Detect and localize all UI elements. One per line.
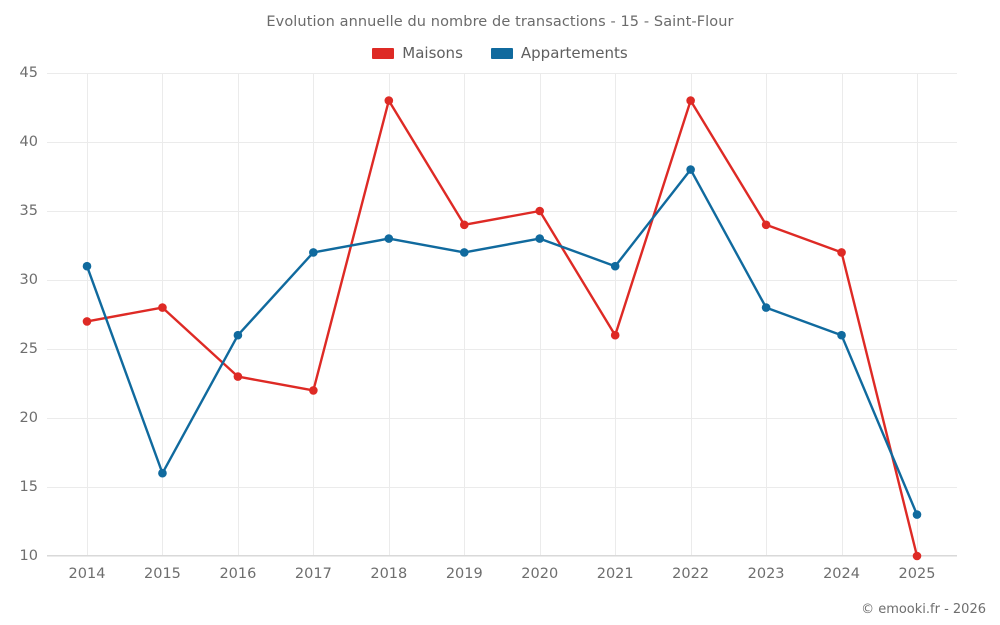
data-point-marker[interactable] <box>82 317 92 326</box>
legend-label-maisons: Maisons <box>402 44 463 62</box>
data-point-marker[interactable] <box>686 165 695 174</box>
gridline-horizontal <box>47 487 957 488</box>
gridline-horizontal <box>47 142 957 143</box>
series-line <box>85 168 919 516</box>
gridline-horizontal <box>47 280 957 281</box>
data-point-marker[interactable] <box>912 510 922 519</box>
x-axis-tick-label: 2024 <box>823 566 860 582</box>
y-axis-tick-label: 25 <box>19 341 38 357</box>
legend-item-appartements[interactable]: Appartements <box>490 44 628 62</box>
legend-item-maisons[interactable]: Maisons <box>372 44 463 62</box>
x-axis-tick-label: 2017 <box>294 566 332 582</box>
legend-swatch-appartements-icon <box>490 47 513 59</box>
gridline-vertical <box>464 73 466 556</box>
y-axis-tick-label: 40 <box>19 134 38 150</box>
data-point-marker[interactable] <box>912 551 922 561</box>
series-lines <box>82 96 922 561</box>
legend-label-appartements: Appartements <box>520 44 628 62</box>
data-point-marker[interactable] <box>384 234 394 243</box>
data-point-marker[interactable] <box>158 303 167 312</box>
data-point-marker[interactable] <box>686 96 695 105</box>
y-axis-tick-label: 45 <box>19 65 38 81</box>
chart-title: Evolution annuelle du nombre de transact… <box>266 14 734 30</box>
y-axis-tick-label: 35 <box>19 203 38 219</box>
plot-area <box>47 73 957 561</box>
x-axis-tick-label: 2016 <box>219 566 257 582</box>
gridline-horizontal <box>47 211 957 212</box>
x-axis-tick-label: 2025 <box>898 566 936 582</box>
x-axis-tick-label: 2015 <box>144 566 181 582</box>
gridline-vertical <box>615 73 617 556</box>
legend-swatch-maisons-icon <box>372 47 395 59</box>
data-point-marker[interactable] <box>233 372 243 381</box>
x-axis-line <box>47 555 957 556</box>
x-axis-tick-label: 2018 <box>370 566 408 582</box>
data-point-marker[interactable] <box>837 248 846 257</box>
data-point-marker[interactable] <box>459 220 469 230</box>
gridline-vertical <box>539 73 541 556</box>
x-axis-tick-label: 2020 <box>521 566 559 582</box>
gridline-horizontal <box>47 556 957 557</box>
gridline-vertical <box>87 73 88 556</box>
gridline-vertical <box>917 73 918 556</box>
data-point-marker[interactable] <box>309 248 318 257</box>
gridline-vertical <box>766 73 768 556</box>
gridline-horizontal <box>47 73 957 74</box>
data-point-marker[interactable] <box>535 234 545 243</box>
x-axis-tick-label: 2019 <box>445 566 483 582</box>
data-point-marker[interactable] <box>610 261 620 271</box>
gridline-vertical <box>841 73 843 556</box>
x-axis-tick-label: 2023 <box>747 566 785 582</box>
gridline-vertical <box>690 73 692 556</box>
gridline-horizontal <box>47 418 957 419</box>
data-point-marker[interactable] <box>233 330 243 340</box>
data-point-marker[interactable] <box>158 468 167 478</box>
y-axis-tick-label: 30 <box>19 272 38 288</box>
data-point-marker[interactable] <box>837 330 846 340</box>
data-point-marker[interactable] <box>610 330 620 340</box>
y-axis-tick-label: 15 <box>19 479 38 495</box>
data-point-marker[interactable] <box>384 96 394 105</box>
chart-legend: Maisons Appartements <box>0 44 1000 62</box>
x-axis-tick-label: 2014 <box>68 566 106 582</box>
x-axis-tick-label: 2021 <box>596 566 634 582</box>
data-point-marker[interactable] <box>761 303 771 312</box>
data-point-marker[interactable] <box>535 206 545 216</box>
y-axis-tick-label: 20 <box>19 410 38 426</box>
data-point-marker[interactable] <box>82 261 92 271</box>
gridline-vertical <box>237 73 239 556</box>
series-line <box>85 99 919 558</box>
gridline-horizontal <box>47 349 957 350</box>
gridline-vertical <box>313 73 315 556</box>
x-axis-tick-label: 2022 <box>672 566 710 582</box>
gridline-vertical <box>388 73 390 556</box>
gridline-vertical <box>162 73 164 556</box>
data-point-marker[interactable] <box>761 220 771 230</box>
y-axis-tick-label: 10 <box>19 548 38 564</box>
data-point-marker[interactable] <box>459 248 469 257</box>
footer-credit: © emooki.fr - 2026 <box>861 602 986 617</box>
data-point-marker[interactable] <box>309 386 318 395</box>
